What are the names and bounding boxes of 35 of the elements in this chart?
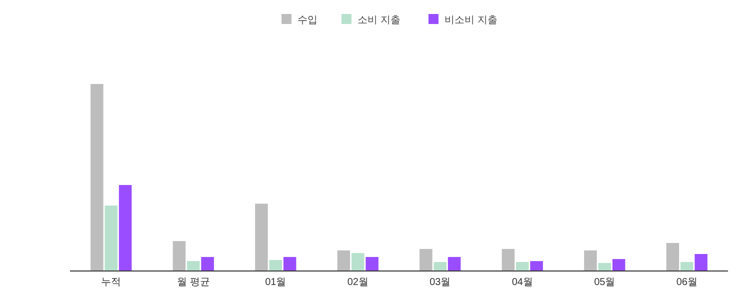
bar: [502, 248, 515, 271]
x-tick-label: 03월: [430, 277, 451, 288]
bar: [420, 248, 432, 271]
legend-label: 비소비 지출: [444, 15, 498, 26]
bar: [255, 204, 268, 271]
bar: [90, 84, 104, 271]
bar: [680, 262, 694, 271]
x-tick-label: 01월: [265, 277, 286, 288]
bar: [666, 242, 680, 271]
bar: [694, 254, 708, 271]
bar: [351, 253, 364, 271]
bar: [186, 261, 200, 271]
bar: [584, 250, 597, 271]
bar: [530, 261, 543, 271]
x-tick-label: 누적: [101, 277, 122, 288]
bar: [598, 262, 612, 271]
x-tick-label: 04월: [512, 277, 533, 288]
bar: [434, 262, 447, 271]
bar: [118, 184, 132, 271]
legend-label: 소비 지출: [358, 15, 400, 26]
bar: [201, 256, 214, 271]
bar: [448, 256, 461, 271]
bar: [337, 250, 350, 271]
bar: [366, 256, 378, 271]
bar: [516, 262, 529, 271]
bar: [104, 206, 118, 271]
x-tick-label: 월 평균: [176, 277, 210, 288]
x-tick-label: 02월: [347, 277, 368, 288]
bar: [283, 256, 296, 271]
x-tick-label: 06월: [676, 277, 698, 288]
bar: [269, 260, 282, 271]
x-tick-label: 05월: [594, 277, 616, 288]
legend-label: 수입: [298, 15, 318, 26]
bar: [612, 259, 626, 271]
bar: [172, 241, 186, 271]
